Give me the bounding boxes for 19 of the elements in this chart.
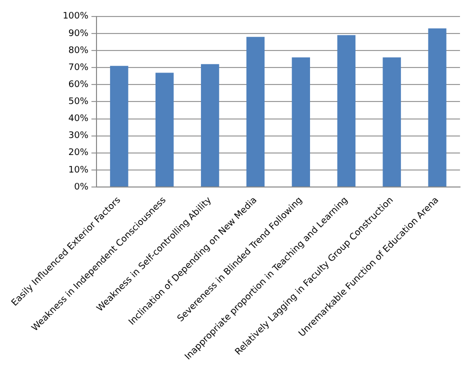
bar xyxy=(428,28,446,186)
y-tick-label: 100% xyxy=(62,12,89,22)
bar xyxy=(337,35,356,186)
bar xyxy=(382,57,401,186)
y-tick-label: 0% xyxy=(74,182,89,192)
y-tick-label: 40% xyxy=(68,114,89,124)
bar xyxy=(110,66,128,186)
bar xyxy=(200,64,220,186)
y-tick-label: 90% xyxy=(68,28,89,39)
y-tick-label: 60% xyxy=(68,80,89,90)
y-tick-label: 10% xyxy=(68,165,89,176)
bar xyxy=(246,36,265,186)
bar xyxy=(292,57,310,186)
y-tick-label: 70% xyxy=(68,62,89,73)
y-tick-label: 80% xyxy=(68,46,89,56)
y-tick-label: 50% xyxy=(68,97,89,108)
y-tick-label: 30% xyxy=(68,131,89,142)
bar xyxy=(156,72,174,186)
y-tick-label: 20% xyxy=(68,148,89,158)
